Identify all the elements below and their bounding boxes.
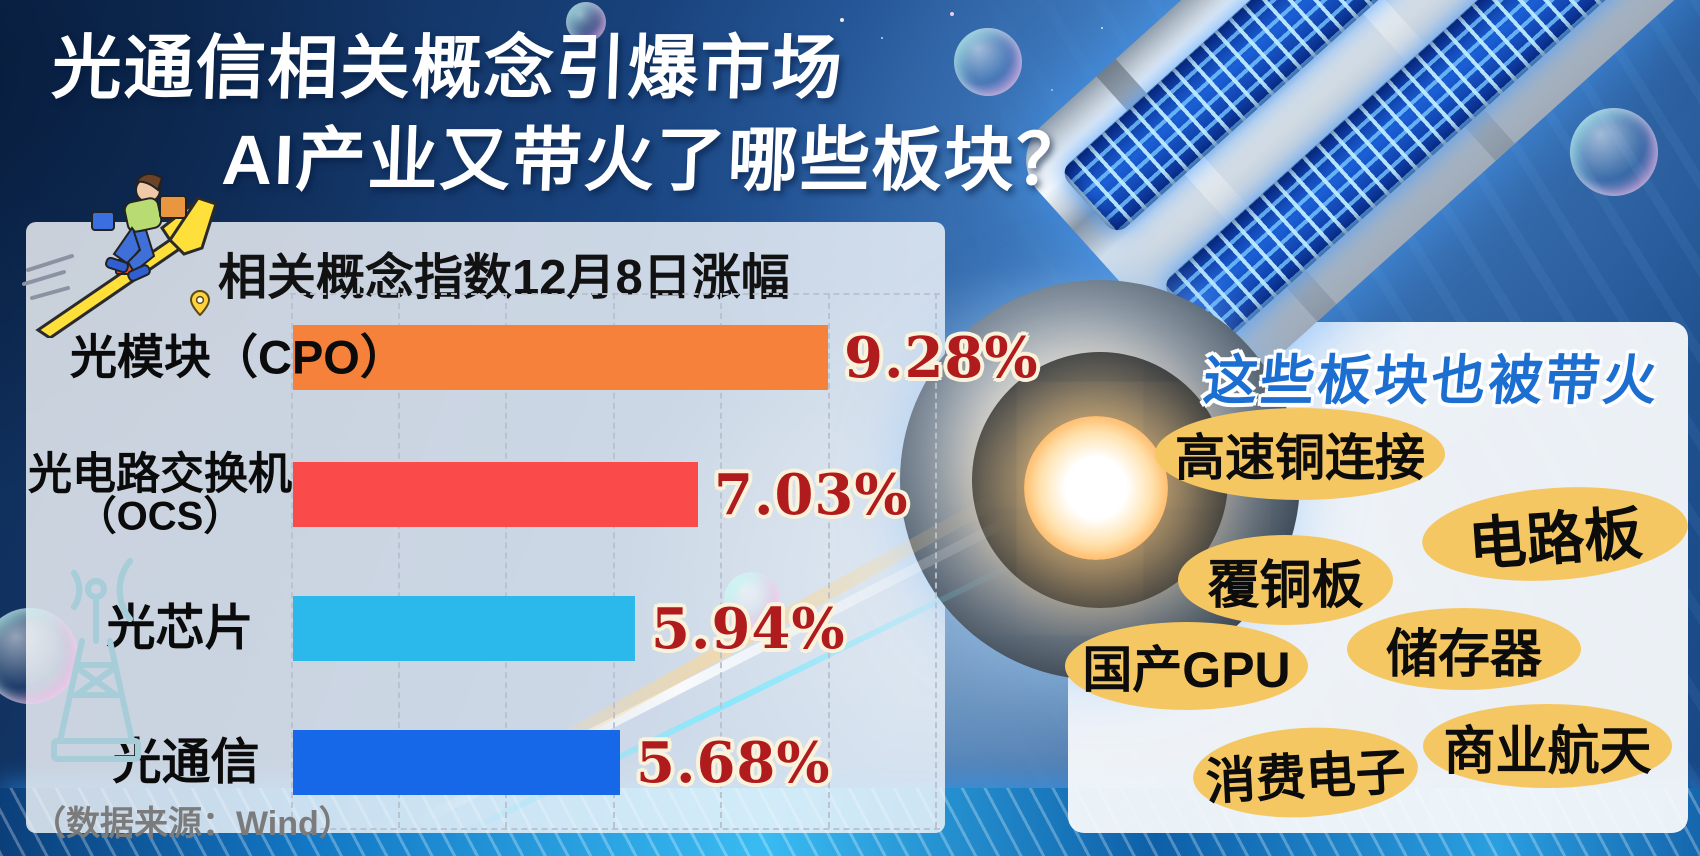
bar-value-label: 5.68%: [636, 729, 831, 796]
bubble-decoration: [954, 28, 1022, 96]
bar-value-label: 5.94%: [651, 595, 846, 662]
gridline-vertical: [935, 293, 937, 828]
sector-tag-高速铜连接: 高速铜连接: [1155, 408, 1445, 500]
headline-line2: AI产业又带火了哪些板块？: [220, 121, 1090, 199]
bubble-decoration: [724, 572, 780, 628]
runner-up-arrow-icon: [22, 172, 218, 338]
bar-category-label: 光芯片: [106, 601, 254, 656]
bar-value-label: 9.28%: [844, 324, 1039, 391]
gridline-vertical: [613, 293, 615, 828]
side-panel-title: 这些板块也被带火: [1200, 351, 1663, 411]
bar-光通信: [293, 730, 620, 795]
chart-title: 相关概念指数12月8日涨幅: [218, 251, 790, 305]
sector-tag-国产GPU: 国产GPU: [1065, 622, 1308, 710]
bar-光芯片: [293, 596, 635, 661]
data-source-note: （数据来源：Wind）: [32, 805, 353, 843]
bubble-decoration: [566, 2, 606, 42]
gridline-vertical: [828, 293, 830, 828]
bubble-decoration: [1570, 108, 1658, 196]
sector-tag-消费电子: 消费电子: [1190, 722, 1421, 823]
gridline-vertical: [720, 293, 722, 828]
bar-row: 光电路交换机 （OCS） 7.03%: [26, 451, 945, 538]
gridline-vertical: [291, 293, 293, 828]
gridline-horizontal: [290, 828, 940, 830]
bar-row: 光模块（CPO） 9.28%: [26, 325, 1038, 391]
bar-chart: 相关概念指数12月8日涨幅 光模块（CPO） 9.28% 光电路交换机 （OCS） 7.…: [26, 222, 1038, 843]
gridline-vertical: [505, 293, 507, 828]
bar-category-label: 光电路交换机 （OCS）: [28, 448, 292, 539]
sector-tag-储存器: 储存器: [1347, 608, 1581, 690]
radio-tower-icon: [51, 558, 141, 762]
sparkle-dots: [840, 18, 844, 22]
sector-tag-覆铜板: 覆铜板: [1178, 535, 1393, 625]
bar-光模块（CPO）: [293, 325, 828, 390]
bar-category-label: 光模块（CPO）: [70, 330, 407, 384]
sector-tag-商业航天: 商业航天: [1423, 704, 1672, 788]
headline-line1: 光通信相关概念引爆市场: [50, 29, 846, 107]
bar-value-label: 7.03%: [714, 461, 909, 528]
bar-row: 光通信 5.68%: [26, 729, 945, 796]
bubble-decoration: [0, 608, 78, 704]
bar-row: 光芯片 5.94%: [26, 595, 945, 662]
sector-tag-电路板: 电路板: [1419, 478, 1691, 590]
gridline-vertical: [398, 293, 400, 828]
bar-光电路交换机（OCS）: [293, 462, 698, 527]
hot-sectors-panel: 这些板块也被带火 高速铜连接 电路板 覆铜板 储存器 国产GPU 商业航天 消费电子: [1065, 322, 1691, 833]
gridline-horizontal: [290, 293, 940, 295]
flange-glowing-core: [1024, 416, 1168, 560]
location-pin-icon: [190, 290, 210, 316]
